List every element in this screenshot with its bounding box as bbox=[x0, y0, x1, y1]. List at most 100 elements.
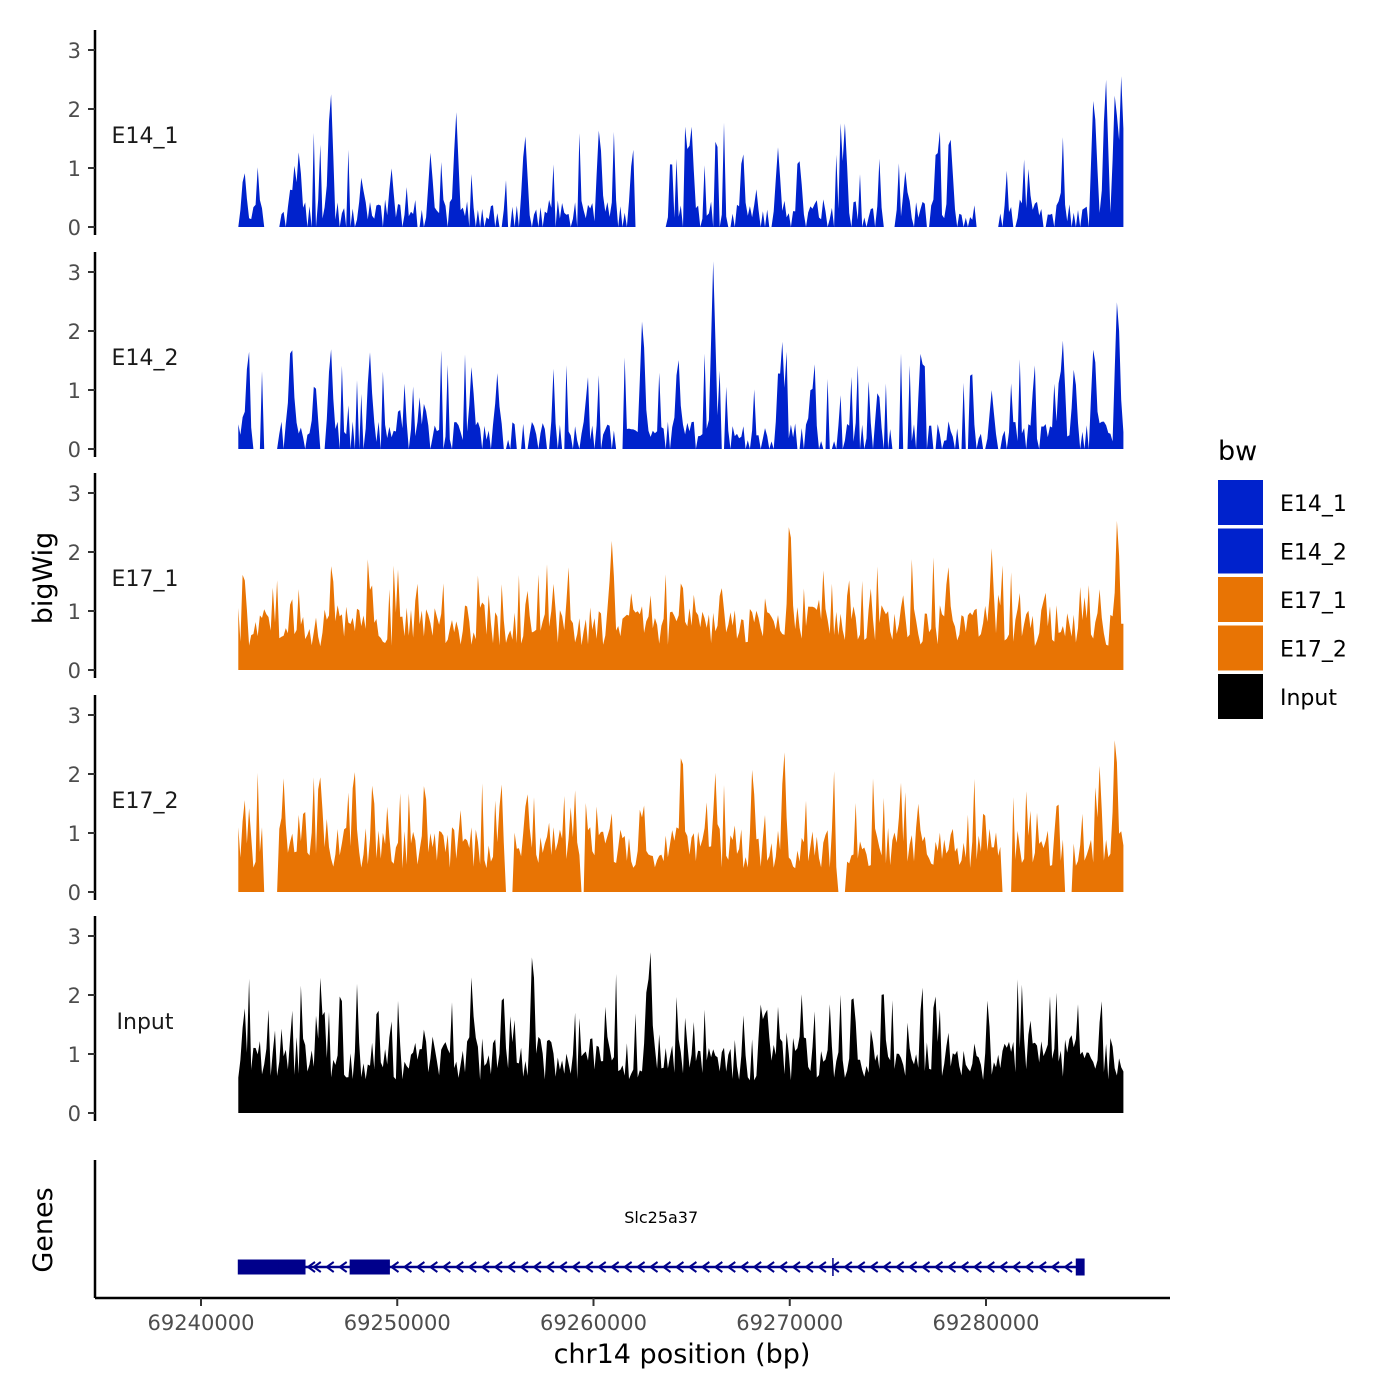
y-tick-label: 3 bbox=[68, 482, 81, 506]
strand-arrow bbox=[648, 1261, 659, 1273]
y-tick-label: 3 bbox=[68, 39, 81, 63]
strand-arrow bbox=[428, 1261, 438, 1273]
strand-arrow bbox=[1024, 1261, 1034, 1273]
strand-arrow bbox=[752, 1261, 762, 1273]
gene-exon bbox=[277, 1259, 306, 1275]
track-label: Input bbox=[117, 1010, 174, 1035]
strand-arrow bbox=[804, 1261, 814, 1273]
strand-arrow bbox=[622, 1261, 633, 1273]
y-tick-label: 3 bbox=[68, 704, 81, 728]
x-axis-title: chr14 position (bp) bbox=[554, 1339, 811, 1370]
gene-exon bbox=[237, 1259, 279, 1275]
legend-swatch bbox=[1218, 480, 1263, 525]
strand-arrow bbox=[700, 1261, 710, 1273]
strand-arrow bbox=[713, 1261, 723, 1273]
strand-arrow bbox=[306, 1261, 316, 1273]
strand-arrow bbox=[998, 1261, 1008, 1273]
y-tick-label: 0 bbox=[68, 881, 81, 905]
track-input: 0 1 2 3 Input bbox=[68, 916, 1124, 1126]
legend-item-e14-2: E14_2 bbox=[1218, 528, 1347, 574]
track-label: E17_2 bbox=[112, 789, 179, 814]
strand-arrow bbox=[480, 1261, 490, 1273]
strand-arrow bbox=[454, 1261, 464, 1273]
strand-arrow bbox=[869, 1261, 879, 1273]
strand-arrow bbox=[920, 1261, 931, 1273]
legend-label: E14_1 bbox=[1280, 492, 1347, 517]
strand-arrow bbox=[1011, 1261, 1021, 1273]
strand-arrow bbox=[389, 1261, 400, 1273]
track-e14-2: 0 1 2 3 E14_2 bbox=[68, 252, 1124, 462]
gene-exon bbox=[1075, 1258, 1085, 1276]
strand-arrow bbox=[597, 1261, 607, 1273]
legend-item-e14-1: E14_1 bbox=[1218, 480, 1347, 525]
gene-exon bbox=[349, 1259, 390, 1275]
legend-label: E14_2 bbox=[1280, 541, 1347, 566]
legend-swatch bbox=[1218, 577, 1263, 622]
strand-arrow bbox=[415, 1261, 425, 1273]
strand-arrow bbox=[635, 1261, 646, 1273]
strand-arrow bbox=[506, 1261, 516, 1273]
legend-label: E17_1 bbox=[1280, 589, 1347, 614]
legend-label: E17_2 bbox=[1280, 638, 1347, 663]
y-tick-label: 0 bbox=[68, 438, 81, 462]
legend-item-e17-1: E17_1 bbox=[1218, 577, 1347, 622]
strand-arrow bbox=[985, 1261, 995, 1273]
strand-arrow bbox=[830, 1261, 840, 1273]
signal-area-e14-2 bbox=[238, 261, 1124, 449]
strand-arrow bbox=[778, 1261, 788, 1273]
strand-arrow bbox=[337, 1261, 348, 1273]
strand-arrow bbox=[687, 1261, 697, 1273]
legend-label: Input bbox=[1280, 686, 1337, 711]
strand-arrow bbox=[402, 1261, 413, 1273]
signal-tracks: 0 1 2 3 E14_1 0 1 2 3 E14_2 0 1 2 3 E17_1 0 1 2 3 E17_2 0 1 2 3… bbox=[68, 30, 1124, 1126]
strand-arrow bbox=[894, 1261, 905, 1273]
strand-arrow bbox=[1050, 1261, 1060, 1273]
strand-arrow bbox=[571, 1261, 581, 1273]
strand-arrow bbox=[972, 1261, 982, 1273]
strand-arrow bbox=[584, 1261, 594, 1273]
signal-area-e17-2 bbox=[238, 740, 1124, 892]
x-tick-label: 69270000 bbox=[736, 1311, 843, 1335]
track-e17-2: 0 1 2 3 E17_2 bbox=[68, 695, 1124, 905]
track-label: E14_2 bbox=[112, 346, 179, 371]
strand-arrow bbox=[441, 1261, 451, 1273]
strand-arrow bbox=[739, 1261, 749, 1273]
y-tick-label: 3 bbox=[68, 925, 81, 949]
legend-swatch bbox=[1218, 674, 1263, 719]
y-tick-label: 1 bbox=[68, 600, 81, 624]
signal-area-e14-1 bbox=[238, 76, 1124, 227]
y-tick-label: 0 bbox=[68, 1102, 81, 1126]
track-label: E17_1 bbox=[112, 567, 179, 592]
gene-slc25a37: Slc25a37 bbox=[237, 1208, 1085, 1276]
y-tick-label: 2 bbox=[68, 763, 81, 787]
y-tick-label: 1 bbox=[68, 379, 81, 403]
strand-arrow bbox=[558, 1261, 568, 1273]
strand-arrow bbox=[545, 1261, 555, 1273]
strand-arrow bbox=[959, 1261, 969, 1273]
strand-arrow bbox=[325, 1261, 335, 1273]
x-axis: chr14 position (bp) 69240000 69250000 6926… bbox=[95, 1296, 1170, 1370]
y-tick-label: 2 bbox=[68, 541, 81, 565]
strand-arrow bbox=[661, 1261, 672, 1273]
track-label: E14_1 bbox=[112, 124, 179, 149]
gene-name-label: Slc25a37 bbox=[624, 1208, 698, 1227]
x-tick-label: 69250000 bbox=[344, 1311, 451, 1335]
strand-arrow bbox=[532, 1261, 542, 1273]
y-tick-label: 2 bbox=[68, 984, 81, 1008]
strand-arrow bbox=[765, 1261, 775, 1273]
y-tick-label: 0 bbox=[68, 216, 81, 240]
strand-arrow bbox=[674, 1261, 685, 1273]
y-tick-label: 2 bbox=[68, 98, 81, 122]
strand-arrow bbox=[933, 1261, 944, 1273]
y-tick-label: 1 bbox=[68, 822, 81, 846]
gene-track-title: Genes bbox=[28, 1187, 59, 1272]
x-tick-label: 69260000 bbox=[540, 1311, 647, 1335]
strand-arrow bbox=[609, 1261, 620, 1273]
strand-arrow bbox=[791, 1261, 801, 1273]
strand-arrow bbox=[946, 1261, 957, 1273]
y-tick-label: 3 bbox=[68, 261, 81, 285]
track-e14-1: 0 1 2 3 E14_1 bbox=[68, 30, 1124, 240]
y-tick-label: 0 bbox=[68, 659, 81, 683]
x-tick-label: 69240000 bbox=[148, 1311, 255, 1335]
